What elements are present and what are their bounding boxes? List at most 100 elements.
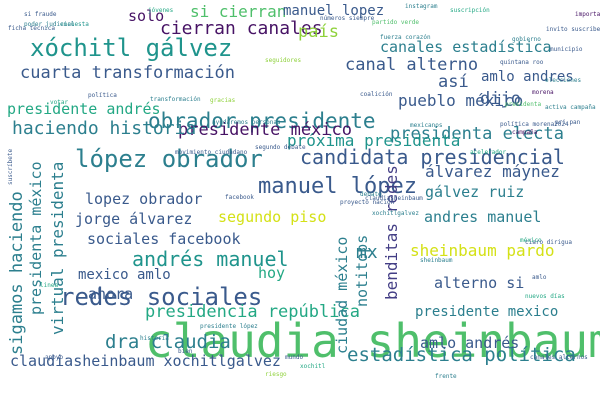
word-politica-morena2024: política morena2024: [500, 121, 569, 128]
word-asi: así: [438, 72, 469, 92]
word-sheinbaum: sheinbaum: [420, 257, 453, 264]
word-linea: linea: [40, 282, 59, 289]
word-mexico-amlo: mexico amlo: [78, 267, 171, 283]
word-pueblo-mexico: pueblo méxico: [398, 91, 524, 110]
word-presidenta-electa: presidenta electa: [390, 124, 564, 144]
word-encuesta: encuesta: [60, 21, 89, 28]
word-frente: frente: [435, 373, 457, 380]
word-andres-manuel: andrés manuel: [132, 247, 289, 271]
word-gracias: gracias: [210, 97, 236, 104]
word-amlo: amlo: [532, 274, 547, 281]
word-pri-pan: pri pan: [555, 119, 581, 126]
word-presidencia-republica: presidencia república: [145, 302, 360, 322]
word-debate: debate: [360, 191, 382, 198]
word-segundo-piso: segundo piso: [218, 208, 327, 226]
word-candidata-presidencial: candidata presidencial: [300, 145, 565, 169]
word-invito-suscribes: invito suscribes: [546, 26, 600, 33]
word-solo: solo: [128, 7, 165, 25]
word-canal-alterno: canal alterno: [345, 55, 479, 75]
word-ayudaremos-personas: ayudaremos personas: [212, 119, 281, 126]
word-campana: campaña: [512, 129, 538, 136]
word-amlo-andres: amlo andrés: [420, 334, 520, 352]
word-hoy: hoy: [258, 264, 286, 282]
word-facebook: facebook: [225, 194, 254, 201]
word-presidente-mexico: presidente mexico: [415, 304, 559, 320]
word-amlo-andres: amlo andres: [481, 69, 574, 85]
word-sigamos-haciendo: sigamos haciendo: [7, 191, 27, 355]
word-numeros-siempre: números siempre: [320, 15, 375, 22]
word-fuerza-corazon: fuerza corazón: [380, 34, 431, 41]
word-suscribete: suscríbete: [7, 148, 14, 185]
word-dijo: dijo: [480, 89, 521, 109]
word-cierran-canales: cierran canales: [160, 18, 323, 39]
word-poder-judicial: poder judicial: [24, 21, 75, 28]
word-transformacion: transformación: [150, 96, 201, 103]
word-notitops: notitops: [353, 234, 371, 307]
word-obrador-presidente: obrador presidente: [148, 109, 376, 133]
word-quintana-roo: quintana roo: [500, 59, 544, 66]
word-importante: importante: [575, 11, 600, 18]
word-sheinbaum-pardo: sheinbaum pardo: [410, 241, 555, 260]
word-gobierno: gobierno: [512, 36, 541, 43]
word-sociales-facebook: sociales facebook: [87, 230, 241, 248]
word-morena: morena: [532, 89, 554, 96]
word-acelerador: acelerador: [470, 149, 507, 156]
word-riesgo: riesgo: [265, 371, 287, 378]
word-activa-campana: activa campaña: [545, 104, 596, 111]
word-claudiasheinbaum-xochitlgalvez: claudiasheinbaum xochitlgalvez: [10, 352, 281, 370]
word-canales-alternos: canales alternos: [530, 354, 588, 361]
word-movimiento-ciudadano: movimiento ciudadano: [175, 149, 248, 156]
word-elecciones: elecciones: [545, 77, 582, 84]
word-redes-sociales: redes sociales: [60, 283, 263, 311]
word-mexicanos: mexicanos: [410, 122, 443, 129]
word-estadistica-politica: estadística política: [347, 344, 576, 366]
word-pais: país: [298, 22, 339, 42]
word-presidenta: presidenta: [505, 101, 542, 108]
word-manuel-lopez: manuel lopez: [283, 3, 385, 19]
word-politica: política: [88, 92, 117, 99]
word-mundo: mundo: [285, 354, 304, 361]
word-manuel-lopez: manuel lópez: [258, 174, 417, 199]
word-seguidores: seguidores: [265, 57, 302, 64]
word-ahora: ahora: [88, 285, 134, 303]
word-proyecto-nacion: proyecto nación: [340, 199, 395, 206]
word-presidenta-mexico: presidenta méxico: [27, 161, 45, 315]
word-bien: bien: [178, 348, 193, 355]
word-galvez-ruiz: gálvez ruiz: [425, 183, 525, 201]
word-xochitl: xochitl: [300, 363, 326, 370]
word-presidente-mexico: presidente méxico: [178, 120, 352, 140]
word-jorge-alvarez: jorge álvarez: [75, 210, 193, 228]
word-historia: historia: [140, 335, 169, 342]
word-si-cierran: si cierran: [190, 2, 287, 21]
word-suscripcion: suscripción: [450, 7, 490, 14]
word-canales-estadistica: canales estadística: [380, 38, 552, 56]
word-jovenes: jóvenes: [148, 7, 174, 14]
word-si-fraude: si fraude: [24, 11, 57, 18]
word-votar: votar: [50, 99, 69, 106]
word-claudiasheinbaum: claudiasheinbaum: [365, 195, 423, 202]
word-alvarez-maynez: álvarez máynez: [425, 162, 560, 181]
word-partido-verde: partido verde: [372, 19, 419, 26]
word-presidente-lopez: presidente lópez: [200, 323, 258, 330]
word-apoyo: apoyo: [45, 354, 64, 361]
word-alterno-si: alterno si: [434, 274, 525, 292]
word-claudia-sheinbaum: claudia sheinbaum: [145, 314, 600, 368]
word-benditas-redes: benditas redes: [382, 165, 401, 300]
word-lopez-obrador: lópez obrador: [75, 145, 263, 173]
word-ciaro-dirigua: ciaro dirigua: [525, 239, 572, 246]
word-coalicion: coalición: [360, 91, 393, 98]
word-ficha-tecnica: ficha técnica: [8, 25, 55, 32]
word-virtual-presidenta: virtual presidenta: [48, 161, 67, 335]
word-xochitlgalvez: xochitlgalvez: [372, 210, 419, 217]
word-ciudad-mexico: ciudad méxico: [333, 236, 351, 354]
word-instagram: instagram: [405, 3, 438, 10]
word-presidente-andres: presidente andrés: [7, 100, 161, 118]
word-haciendo-historia: haciendo historia: [12, 118, 197, 139]
word-andres-manuel: andres manuel: [424, 208, 542, 226]
word-segundo-debate: segundo debate: [255, 144, 306, 151]
word-cuarta-transformacion: cuarta transformación: [20, 63, 235, 83]
word-municipio: municipio: [550, 46, 583, 53]
word-mexico: méxico: [520, 237, 542, 244]
word-proxima-presidenta: próxima presidenta: [287, 131, 461, 150]
